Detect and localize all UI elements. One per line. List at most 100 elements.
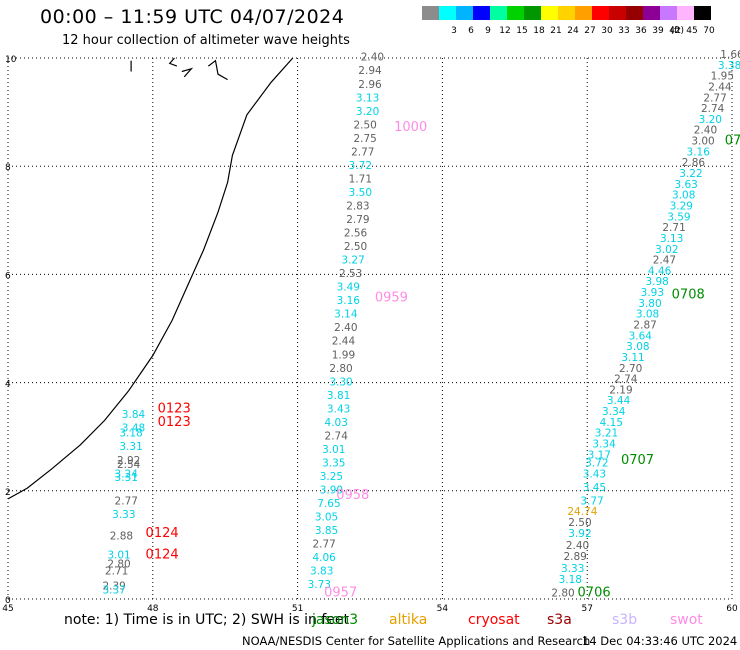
- scale-label: 24: [567, 26, 579, 36]
- satellite-legend-s3a: s3a: [547, 612, 572, 628]
- scale-swatch: [660, 6, 677, 20]
- credit-line: NOAA/NESDIS Center for Satellite Applica…: [242, 634, 591, 648]
- wave-height-reading: 3.72: [585, 457, 608, 469]
- wave-height-reading: 4.46: [648, 265, 672, 277]
- page-title: 00:00 – 11:59 UTC 04/07/2024: [40, 6, 345, 28]
- scale-swatch: [643, 6, 660, 20]
- pass-time-label: 0124: [146, 526, 179, 541]
- wave-height-reading: 3.98: [645, 276, 668, 288]
- scale-swatch: [694, 6, 711, 20]
- wave-height-reading: 3.48: [122, 422, 145, 434]
- wave-height-reading: 3.80: [638, 298, 661, 310]
- latitude-tick-label: 0: [5, 596, 11, 606]
- pass-time-label: 0958: [336, 488, 369, 503]
- satellite-legend-s3b: s3b: [612, 612, 638, 628]
- wave-height-reading: 4.03: [325, 417, 348, 429]
- wave-height-reading: 2.94: [358, 65, 382, 77]
- scale-label: 36: [635, 26, 647, 36]
- scale-label: 45: [686, 26, 697, 36]
- wave-height-reading: 3.31: [119, 441, 142, 453]
- longitude-tick-label: 45: [2, 604, 13, 614]
- wave-height-reading: 2.80: [551, 587, 574, 599]
- scale-swatch: [626, 6, 643, 20]
- wave-height-reading: 3.13: [356, 92, 379, 104]
- wave-height-reading: 3.18: [559, 574, 582, 586]
- wave-height-reading: 2.74: [614, 374, 638, 386]
- wave-height-reading: 3.29: [670, 200, 693, 212]
- scale-swatch: [558, 6, 575, 20]
- scale-swatch: [541, 6, 558, 20]
- coastline: [7, 57, 294, 500]
- wave-height-reading: 3.49: [337, 282, 360, 294]
- wave-height-reading: 3.08: [672, 190, 695, 202]
- wave-height-reading: 3.45: [583, 482, 606, 494]
- wave-height-reading: 3.73: [308, 579, 331, 591]
- latitude-tick-label: 8: [5, 163, 11, 173]
- wave-height-reading: 3.14: [334, 309, 358, 321]
- wave-height-reading: 2.19: [609, 384, 632, 396]
- scale-swatch: [422, 6, 439, 20]
- wave-height-reading: 2.47: [653, 255, 676, 267]
- wave-height-reading: 3.08: [636, 309, 659, 321]
- satellite-legend-altika: altika: [389, 612, 428, 628]
- wave-height-reading: 3.01: [107, 549, 130, 561]
- wave-height-reading: 1.99: [332, 349, 355, 361]
- wave-height-reading: 2.39: [102, 580, 125, 592]
- island-outline: [168, 57, 178, 67]
- island-outline: [181, 67, 194, 78]
- pass-time-label: 0124: [146, 547, 179, 562]
- wave-height-reading: 2.71: [662, 222, 685, 234]
- wave-height-reading: 2.70: [619, 363, 642, 375]
- scale-swatch: [490, 6, 507, 20]
- wave-height-reading: 2.44: [708, 81, 732, 93]
- wave-height-reading: 4.06: [312, 552, 336, 564]
- wave-height-reading: 2.50: [353, 119, 376, 131]
- scale-swatch: [575, 6, 592, 20]
- satellite-legend-cryosat: cryosat: [468, 612, 520, 628]
- wave-height-reading: 3.77: [580, 495, 603, 507]
- wave-height-reading: 3.35: [322, 457, 345, 469]
- wave-height-reading: 2.86: [682, 157, 706, 169]
- wave-height-reading: 3.16: [337, 295, 361, 307]
- wave-height-reading: 7.65: [317, 498, 340, 510]
- satellite-legend-swot: swot: [670, 612, 703, 628]
- longitude-tick-label: 51: [292, 604, 303, 614]
- pass-time-label: 0706: [578, 585, 611, 600]
- wave-height-reading: 3.64: [629, 330, 653, 342]
- pass-time-label: 0957: [324, 585, 357, 600]
- wave-height-reading: 2.40: [361, 52, 384, 64]
- wave-height-reading: 3.02: [655, 244, 678, 256]
- wave-height-reading: 3.83: [310, 566, 333, 578]
- scale-swatch: [507, 6, 524, 20]
- wave-height-reading: 3.05: [315, 512, 338, 524]
- wave-height-reading: 1.71: [349, 173, 372, 185]
- wave-height-reading: 2.92: [117, 455, 140, 467]
- scale-swatch: [456, 6, 473, 20]
- satellite-legend-jason3: jason3: [312, 612, 359, 628]
- scale-label: 70: [703, 26, 715, 36]
- scale-label: 3: [451, 26, 457, 36]
- wave-height-reading: 2.71: [105, 566, 128, 578]
- wave-height-reading: 2.40: [566, 540, 589, 552]
- wave-height-reading: 3.43: [327, 403, 350, 415]
- scale-label: 12: [499, 26, 510, 36]
- latitude-tick-label: 6: [5, 271, 11, 281]
- satellite-legend: jason3 altika cryosat s3a s3b swot: [0, 612, 740, 632]
- wave-height-reading: 3.33: [561, 563, 584, 575]
- wave-height-reading: 2.44: [332, 336, 356, 348]
- color-scale-legend: 3 6 9 12 15 18 21 24 27 30 33 36 39 42 45 70(ft): [422, 6, 715, 36]
- wave-height-reading: 2.79: [346, 214, 369, 226]
- scale-label: 42: [669, 26, 680, 36]
- scale-label: 27: [584, 26, 595, 36]
- longitude-tick-label: 57: [581, 604, 592, 614]
- wave-height-reading: 3.31: [115, 472, 138, 484]
- wave-height-reading: 2.77: [351, 146, 374, 158]
- pass-time-label: 0708: [672, 288, 705, 303]
- pass-time-label: 0959: [375, 290, 408, 305]
- wave-height-reading: 3.18: [119, 428, 142, 440]
- wave-height-reading: 3.33: [112, 509, 135, 521]
- wave-height-reading: 3.43: [583, 468, 606, 480]
- pass-time-label: 1000: [394, 120, 427, 135]
- scale-label: 15: [516, 26, 527, 36]
